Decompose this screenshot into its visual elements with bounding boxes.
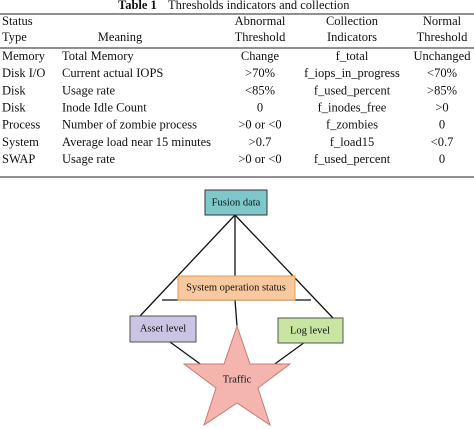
table-cell: f_iops_in_progress (304, 66, 400, 80)
table-cell: >70% (245, 66, 275, 80)
table-cell: Usage rate (62, 83, 116, 97)
table-cell: Usage rate (62, 152, 116, 166)
table-cell: f_inodes_free (318, 100, 387, 114)
table-cell: f_total (336, 49, 369, 63)
table-cell: Memory (2, 49, 46, 63)
table-cell: Disk (2, 83, 26, 97)
table-cell: >0.7 (249, 135, 272, 149)
table-cell: 0 (439, 118, 445, 132)
table-cell: SWAP (2, 152, 35, 166)
table: Status Type Meaning Abnormal Threshold Collec… (2, 14, 471, 166)
table-cell: Process (2, 118, 40, 132)
log-box (277, 317, 344, 344)
table-cell: Disk I/O (2, 66, 45, 80)
table-cell: Total Memory (62, 49, 134, 63)
asset-box (129, 315, 197, 343)
edge (271, 341, 306, 367)
table-cell: Average load near 15 minutes (62, 135, 211, 149)
node-label: System operation status (186, 282, 286, 293)
table-cell: >0 (435, 100, 448, 114)
node-label: Log level (290, 325, 330, 336)
table-label: Table 1 (118, 0, 157, 12)
node-label: Traffic (223, 374, 252, 385)
edge (169, 341, 204, 367)
header-cell: Threshold (417, 30, 468, 44)
table-cell: Unchanged (414, 49, 472, 63)
table-cell: f_used_percent (314, 152, 391, 166)
table-cell: System (2, 135, 39, 149)
diagram: Fusion data System operation status Asse… (129, 189, 344, 427)
header-cell: Collection (326, 14, 379, 28)
header-cell: Meaning (98, 30, 143, 44)
header-cell: Type (2, 30, 27, 44)
header-cell: Normal (423, 14, 462, 28)
table-cell: <70% (427, 66, 457, 80)
table-cell: Number of zombie process (62, 118, 197, 132)
table-cell: f_zombies (326, 118, 378, 132)
header-cell: Threshold (235, 30, 286, 44)
table-cell: <85% (245, 83, 275, 97)
header-cell: Status (2, 14, 33, 28)
system-box (177, 275, 296, 301)
star-node (182, 324, 292, 427)
table-cell: Disk (2, 100, 26, 114)
header-cell: Abnormal (235, 14, 286, 28)
node-label: Asset level (140, 323, 186, 334)
table-cell: f_used_percent (314, 83, 391, 97)
edge (234, 299, 238, 327)
table-cell: >0 or <0 (238, 118, 281, 132)
fusion-box (204, 189, 268, 216)
table-caption: Thresholds indicators and collection (168, 0, 350, 12)
edge (234, 214, 334, 319)
table-cell: Change (241, 49, 280, 63)
table-cell: Current actual IOPS (62, 66, 163, 80)
table-cell: >0 or <0 (238, 152, 281, 166)
table-cell: <0.7 (431, 135, 454, 149)
table-cell: Inode Idle Count (62, 100, 147, 114)
table-cell: >85% (427, 83, 457, 97)
table-cell: 0 (257, 100, 263, 114)
edge (139, 214, 236, 317)
header-cell: Indicators (327, 30, 377, 44)
node-label: Fusion data (212, 197, 261, 208)
table-cell: 0 (439, 152, 445, 166)
table-cell: f_load15 (330, 135, 374, 149)
